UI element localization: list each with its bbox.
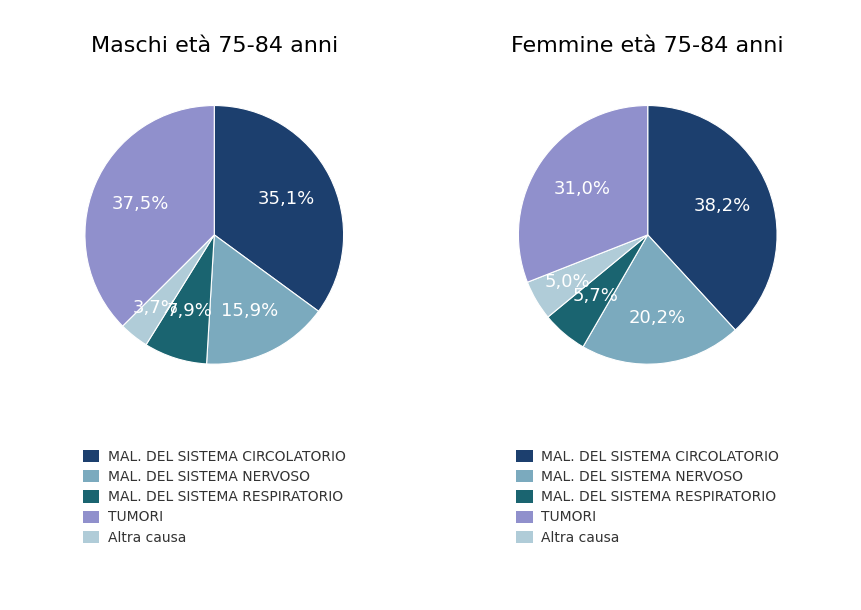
Wedge shape [85,106,214,326]
Wedge shape [146,235,214,364]
Legend: MAL. DEL SISTEMA CIRCOLATORIO, MAL. DEL SISTEMA NERVOSO, MAL. DEL SISTEMA RESPIR: MAL. DEL SISTEMA CIRCOLATORIO, MAL. DEL … [83,450,345,545]
Text: 3,7%: 3,7% [133,298,179,317]
Wedge shape [122,235,214,345]
Legend: MAL. DEL SISTEMA CIRCOLATORIO, MAL. DEL SISTEMA NERVOSO, MAL. DEL SISTEMA RESPIR: MAL. DEL SISTEMA CIRCOLATORIO, MAL. DEL … [516,450,778,545]
Text: 7,9%: 7,9% [166,302,213,320]
Wedge shape [527,235,647,317]
Text: 35,1%: 35,1% [257,190,314,207]
Text: 38,2%: 38,2% [693,197,750,215]
Text: 31,0%: 31,0% [553,181,610,198]
Text: 20,2%: 20,2% [628,309,684,328]
Wedge shape [582,235,734,364]
Wedge shape [207,235,319,364]
Text: 37,5%: 37,5% [112,195,169,213]
Title: Maschi età 75-84 anni: Maschi età 75-84 anni [90,37,338,56]
Wedge shape [517,106,647,282]
Text: 15,9%: 15,9% [221,302,278,320]
Text: 5,0%: 5,0% [544,273,590,291]
Wedge shape [214,106,344,311]
Wedge shape [548,235,647,347]
Title: Femmine età 75-84 anni: Femmine età 75-84 anni [511,37,784,56]
Wedge shape [647,106,776,330]
Text: 5,7%: 5,7% [572,287,618,305]
